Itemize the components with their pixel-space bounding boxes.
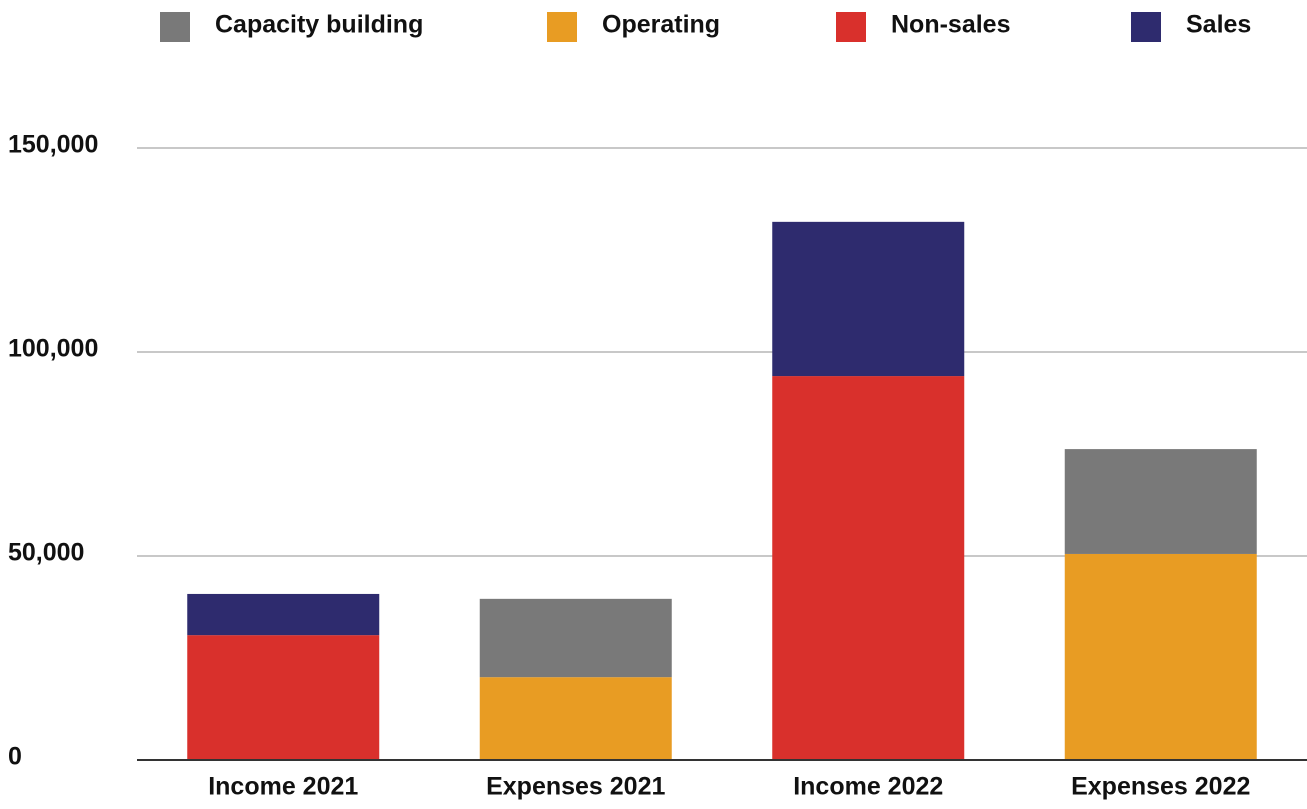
legend-swatch <box>547 12 577 42</box>
x-tick-label: Income 2021 <box>208 773 358 801</box>
legend-label: Operating <box>602 11 720 39</box>
bar-segment <box>479 598 672 678</box>
y-tick-label: 0 <box>8 743 22 771</box>
legend-label: Capacity building <box>215 11 423 39</box>
bar-segment <box>772 376 965 760</box>
legend-label: Non-sales <box>891 11 1010 39</box>
legend-label: Sales <box>1186 11 1251 39</box>
bar-segment <box>187 635 380 760</box>
bar-segment <box>1064 449 1257 554</box>
x-tick-label: Expenses 2022 <box>1071 773 1250 801</box>
x-tick-label: Expenses 2021 <box>486 773 665 801</box>
y-tick-label: 150,000 <box>8 131 98 159</box>
legend-swatch <box>836 12 866 42</box>
bar-segment <box>187 593 380 636</box>
x-tick-label: Income 2022 <box>793 773 943 801</box>
legend-swatch <box>1131 12 1161 42</box>
legend-swatch <box>160 12 190 42</box>
y-tick-label: 50,000 <box>8 539 84 567</box>
y-tick-label: 100,000 <box>8 335 98 363</box>
bar-segment <box>479 677 672 760</box>
bar-segment <box>772 221 965 377</box>
bar-segment <box>1064 553 1257 760</box>
